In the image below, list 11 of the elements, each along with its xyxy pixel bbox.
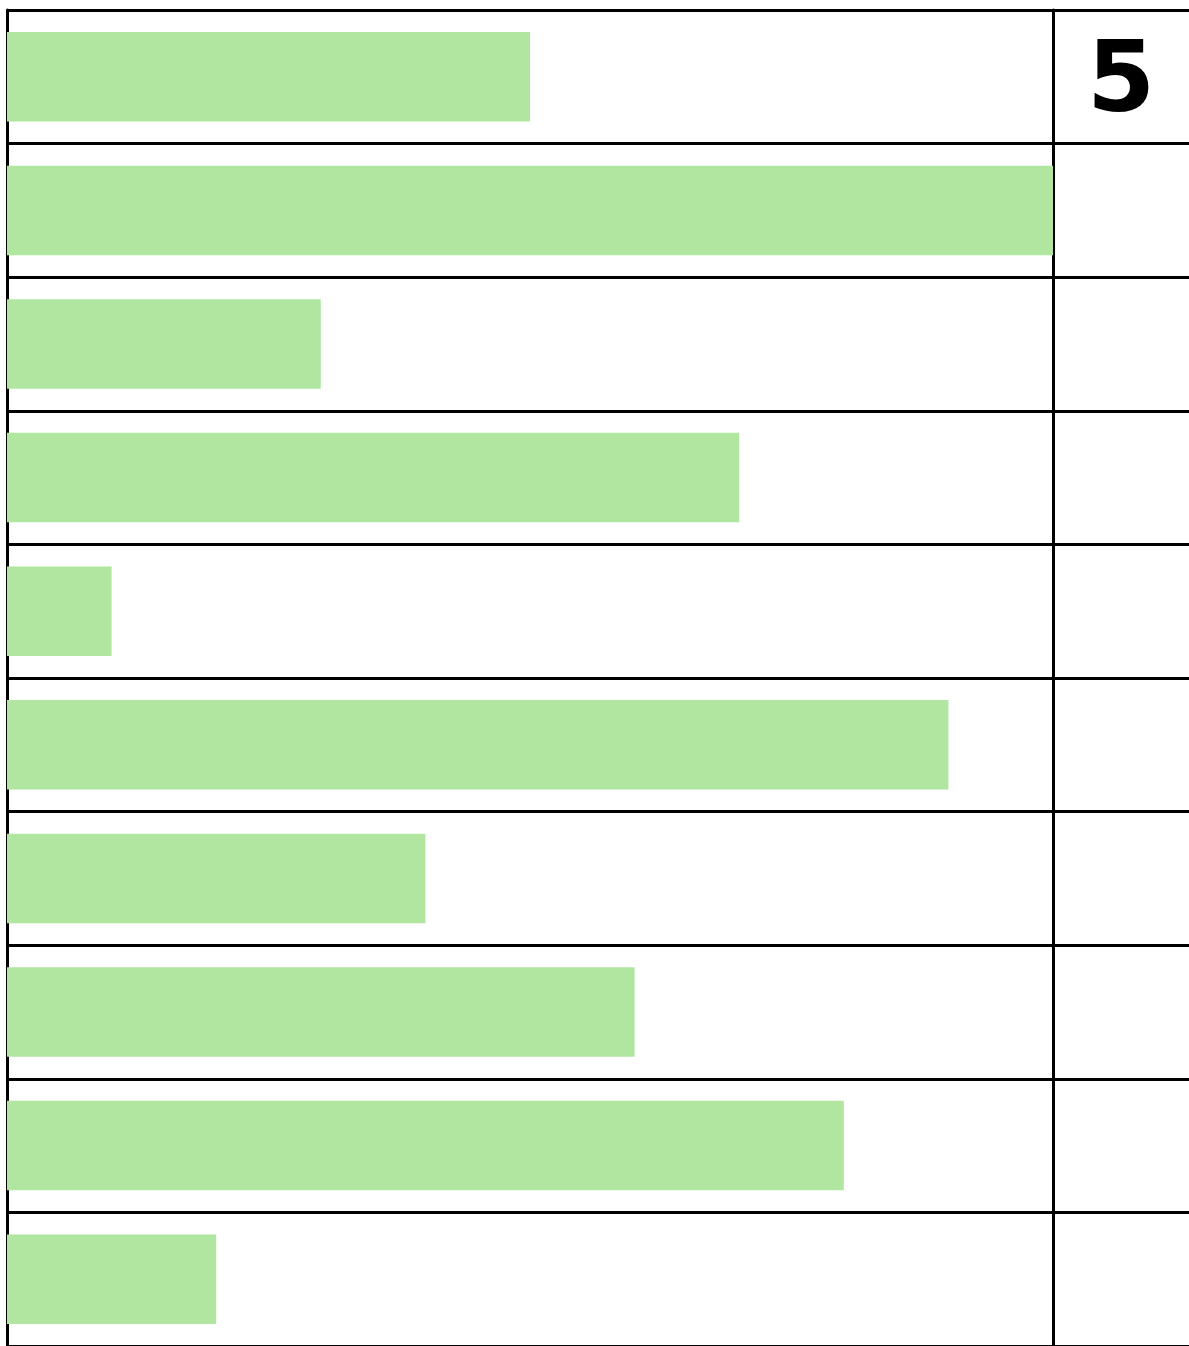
bar <box>7 833 426 924</box>
bar <box>7 1234 217 1324</box>
bar <box>7 967 635 1057</box>
bar <box>7 566 112 656</box>
bar <box>7 299 321 389</box>
bar <box>7 165 1053 256</box>
text: 5 <box>1086 19 1156 134</box>
bar <box>7 32 530 122</box>
bar <box>7 700 949 790</box>
bar <box>7 432 740 523</box>
bar <box>7 1100 844 1191</box>
